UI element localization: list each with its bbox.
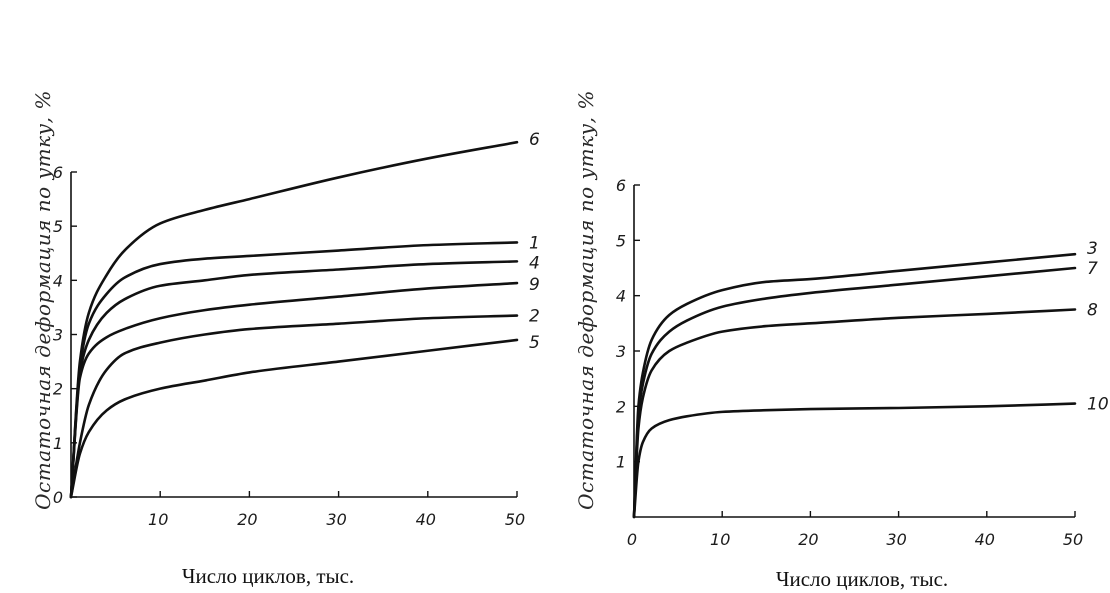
left-y-tick-label: 3 — [53, 326, 63, 345]
left-y-tick-label: 6 — [53, 163, 63, 182]
left-x-axis-label: Число циклов, тыс. — [182, 564, 354, 588]
left-series-9-label: 9 — [529, 275, 540, 295]
left-series-1-label: 1 — [529, 233, 540, 253]
right-curves — [632, 252, 1077, 519]
right-x-tick-label: 40 — [975, 530, 995, 549]
left-series-6-line — [69, 140, 519, 499]
left-curves — [69, 140, 519, 499]
right-x-tick-label: 30 — [886, 530, 906, 549]
right-y-tick-label: 3 — [616, 342, 626, 361]
right-series-8-label: 8 — [1087, 301, 1098, 321]
right-y-tick-label: 5 — [616, 231, 626, 250]
left-y-tick-label: 2 — [53, 380, 63, 399]
left-series-5-label: 5 — [529, 333, 540, 353]
right-series-10-label: 10 — [1087, 395, 1109, 415]
right-x-tick-label: 10 — [710, 530, 730, 549]
left-series-4-label: 4 — [529, 253, 540, 273]
left-series-1-line — [69, 241, 519, 499]
left-series-labels: 6 149 2 5 — [529, 130, 540, 353]
right-series-3-line — [632, 252, 1077, 519]
right-series-3-label: 3 — [1087, 239, 1098, 259]
right-series-8-line — [632, 308, 1077, 519]
left-x-tick-label: 10 — [148, 510, 168, 529]
left-x-tick-label: 20 — [237, 510, 257, 529]
left-ticks: 0 1 2 3 4 5 6 10 20 30 40 50 — [53, 163, 525, 529]
left-series-2-label: 2 — [529, 307, 540, 327]
left-axes — [70, 172, 517, 498]
right-series-10-line — [632, 402, 1077, 519]
right-series-7-label: 7 — [1087, 259, 1098, 279]
left-y-tick-label: 4 — [53, 271, 63, 290]
right-axes — [633, 185, 1075, 518]
left-x-tick-label: 30 — [326, 510, 346, 529]
right-series-7-line — [632, 266, 1077, 519]
left-series-9-line — [69, 281, 519, 499]
left-y-axis-label: Остаточная деформация по утку, % — [31, 90, 55, 510]
right-x-tick-label: 20 — [798, 530, 818, 549]
left-y-tick-label: 1 — [53, 434, 63, 453]
right-y-tick-label: 2 — [616, 397, 626, 416]
right-y-tick-label: 4 — [616, 287, 626, 306]
right-y-tick-label: 1 — [616, 453, 626, 472]
left-y-tick-label: 5 — [53, 217, 63, 236]
right-x-tick-label: 50 — [1063, 530, 1083, 549]
right-ticks: 1 2 3 4 5 6 0 10 20 30 40 50 — [616, 176, 1083, 549]
right-x-axis-label: Число циклов, тыс. — [776, 567, 948, 591]
chart-left: Остаточная деформация по утку, % Число ц… — [31, 90, 540, 588]
left-series-4-line — [69, 260, 519, 499]
left-y-tick-label: 0 — [53, 488, 63, 507]
left-series-2-line — [69, 314, 519, 499]
right-series-labels: 37 8 10 — [1087, 239, 1109, 414]
left-series-6-label: 6 — [529, 130, 540, 150]
right-x-tick-label: 0 — [627, 530, 637, 549]
right-y-tick-label: 6 — [616, 176, 626, 195]
left-series-5-line — [69, 338, 519, 499]
left-x-tick-label: 40 — [416, 510, 436, 529]
left-x-tick-label: 50 — [505, 510, 525, 529]
right-y-axis-label: Остаточная деформация по утку, % — [574, 90, 598, 510]
chart-right: Остаточная деформация по утку, % Число ц… — [574, 90, 1109, 591]
